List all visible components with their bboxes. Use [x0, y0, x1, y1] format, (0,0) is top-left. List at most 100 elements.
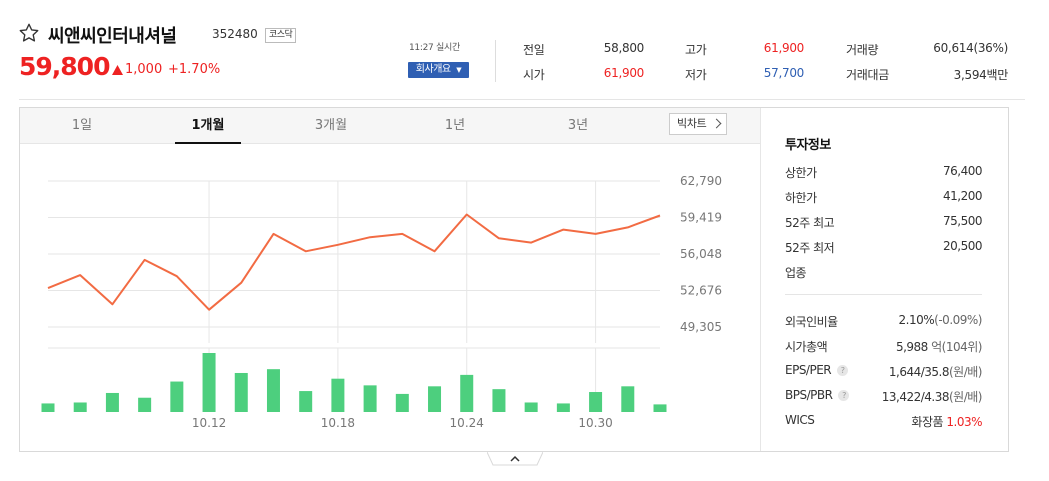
panel-divider: [760, 108, 761, 451]
invest-label-foreign-ratio: 외국인비율: [785, 315, 838, 329]
period-tab-bar: [20, 108, 760, 144]
wics-sector-change: 1.03%: [946, 415, 982, 429]
big-chart-button[interactable]: 빅차트: [669, 113, 727, 135]
quote-value-open: 61,900: [603, 66, 645, 80]
invest-label-wics: WICS: [785, 413, 815, 427]
big-chart-label: 빅차트: [677, 117, 707, 130]
eps-per-label: EPS/PER: [785, 363, 832, 377]
quote-label-high: 고가: [685, 43, 707, 57]
x-tick-label: 10.18: [321, 416, 355, 430]
tab-1d[interactable]: 1일: [71, 118, 93, 133]
y-tick-label: 52,676: [680, 284, 722, 298]
volume-bar: [299, 391, 313, 412]
volume-bar: [331, 378, 345, 412]
y-tick-label: 62,790: [680, 174, 722, 188]
tab-1y[interactable]: 1년: [444, 118, 466, 133]
quote-value-low: 57,700: [763, 66, 805, 80]
company-overview-button[interactable]: 회사개요 ▼: [408, 62, 469, 78]
stock-name: 씨앤씨인터내셔널: [48, 26, 177, 47]
current-price: 59,800: [19, 52, 110, 81]
market-badge: 코스닥: [265, 28, 297, 43]
volume-bar: [266, 369, 280, 412]
price-line: [47, 213, 661, 311]
quote-value-amount: 3,594백만: [953, 68, 1009, 82]
invest-value-foreign-ratio: 2.10%(-0.09%): [898, 313, 983, 327]
header-divider-line: [19, 99, 1025, 100]
chevron-up-icon: [510, 455, 520, 462]
invest-label-bps-pbr: BPS/PBR?: [785, 388, 850, 402]
invest-label-lower-limit: 하한가: [785, 191, 817, 205]
chevron-right-icon: [711, 118, 722, 129]
quote-value-prev: 58,800: [603, 41, 645, 55]
wics-sector-link[interactable]: 화장품: [911, 415, 944, 429]
invest-value-wics: 화장품 1.03%: [911, 413, 982, 430]
volume-bar: [234, 372, 248, 412]
caret-down-icon: ▼: [456, 66, 462, 74]
price-chart[interactable]: 62,790 59,419 56,048 52,676 49,305 10.12 10.18…: [20, 145, 740, 445]
invest-value-eps-per: 1,644/35.8(원/배): [888, 363, 983, 380]
bps-pbr-label: BPS/PBR: [785, 388, 833, 402]
header-divider: [495, 40, 496, 82]
volume-bar: [395, 393, 409, 412]
stock-code: 352480: [212, 27, 258, 41]
volume-bar: [556, 403, 570, 412]
volume-bar: [73, 402, 87, 412]
foreign-ratio-value: 2.10%: [898, 313, 935, 327]
favorite-star-icon[interactable]: [18, 22, 40, 44]
volume-bar: [589, 392, 603, 412]
volume-bar: [41, 403, 55, 412]
invest-value-upper-limit: 76,400: [943, 164, 983, 178]
invest-label-52w-low: 52주 최저: [785, 241, 835, 255]
tab-3y[interactable]: 3년: [567, 118, 589, 133]
up-triangle-icon: [112, 65, 123, 75]
volume-bar: [363, 385, 377, 412]
invest-label-52w-high: 52주 최고: [785, 216, 835, 230]
invest-value-lower-limit: 41,200: [943, 189, 983, 203]
quote-label-prev: 전일: [523, 43, 545, 57]
volume-bar: [653, 404, 667, 412]
y-tick-label: 59,419: [680, 210, 722, 224]
y-tick-label: 49,305: [680, 320, 722, 334]
eps-per-help-icon[interactable]: ?: [837, 365, 849, 376]
volume-bar: [105, 392, 119, 412]
quote-label-amount: 거래대금: [846, 68, 889, 82]
invest-value-market-cap: 5,988 억(104위): [895, 338, 983, 355]
quote-label-open: 시가: [523, 68, 545, 82]
eps-per-value: 1,644/35.8: [888, 365, 950, 379]
volume-bar: [492, 389, 506, 412]
invest-value-bps-pbr: 13,422/4.38(원/배): [881, 388, 983, 405]
volume-bar: [460, 374, 474, 412]
price-change: 1,000: [125, 62, 163, 77]
market-cap-value: 5,988: [895, 340, 928, 354]
volume-bar: [524, 402, 538, 412]
invest-label-sector: 업종: [785, 266, 807, 280]
invest-divider: [785, 294, 982, 295]
bps-pbr-help-icon[interactable]: ?: [838, 390, 850, 401]
volume-bar: [138, 397, 152, 412]
company-overview-label: 회사개요: [415, 64, 451, 75]
bps-pbr-unit: (원/배): [949, 390, 983, 404]
invest-value-52w-low: 20,500: [943, 239, 983, 253]
x-tick-label: 10.24: [450, 416, 484, 430]
bps-pbr-value: 13,422/4.38: [881, 390, 950, 404]
volume-bar: [202, 353, 216, 412]
foreign-ratio-change: (-0.09%): [934, 313, 982, 327]
tab-1m[interactable]: 1개월: [175, 108, 241, 144]
volume-bar: [170, 381, 184, 412]
chart-panel: [19, 107, 1009, 452]
quote-label-low: 저가: [685, 68, 707, 82]
x-tick-label: 10.12: [192, 416, 226, 430]
volume-bar: [621, 386, 635, 412]
quote-time: 11:27 실시간: [409, 43, 460, 53]
price-change-pct: +1.70%: [168, 62, 221, 77]
y-tick-label: 56,048: [680, 247, 722, 261]
tab-3m[interactable]: 3개월: [314, 118, 348, 133]
x-tick-label: 10.30: [578, 416, 612, 430]
eps-per-unit: (원/배): [949, 365, 983, 379]
quote-label-volume: 거래량: [846, 43, 879, 57]
collapse-toggle[interactable]: [487, 452, 543, 466]
invest-label-eps-per: EPS/PER?: [785, 363, 849, 377]
invest-label-upper-limit: 상한가: [785, 166, 817, 180]
quote-value-volume: 60,614(36%): [933, 41, 1008, 55]
quote-value-high: 61,900: [763, 41, 805, 55]
